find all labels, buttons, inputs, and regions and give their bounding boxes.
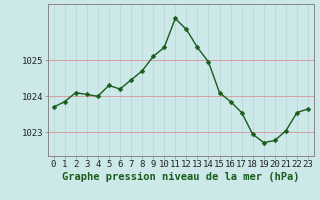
X-axis label: Graphe pression niveau de la mer (hPa): Graphe pression niveau de la mer (hPa): [62, 172, 300, 182]
